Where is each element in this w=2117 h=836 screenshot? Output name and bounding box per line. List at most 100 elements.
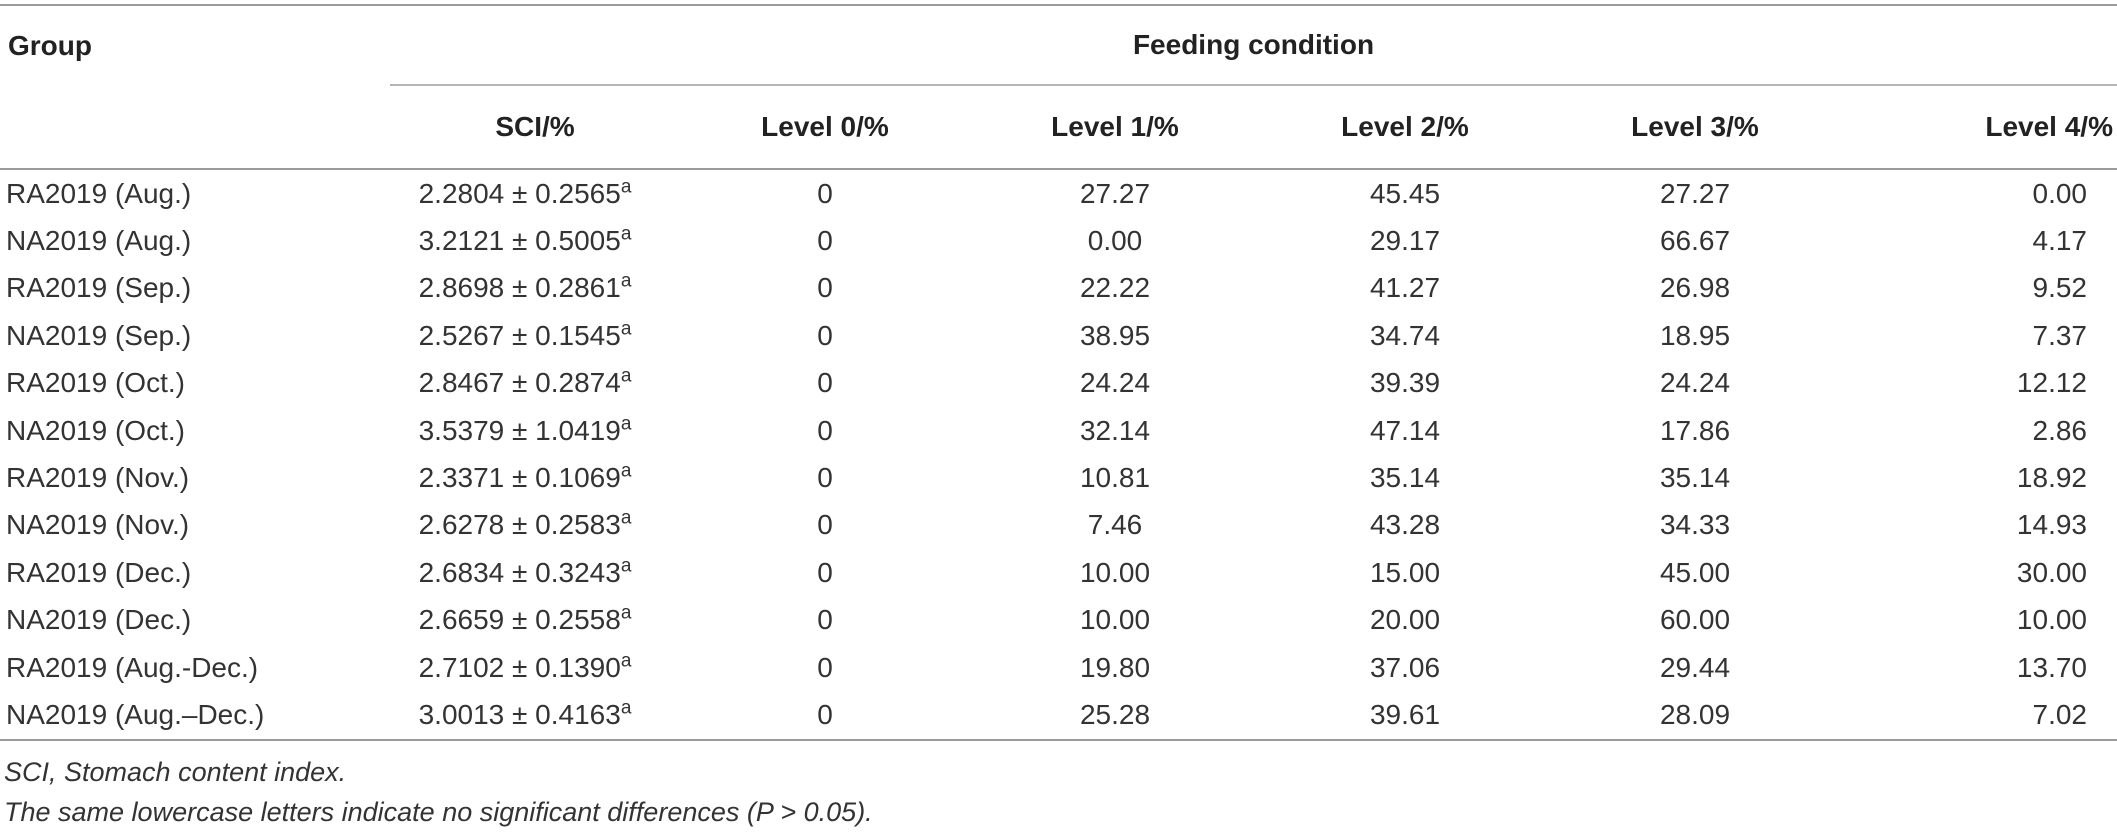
sci-cell: 2.6278 ± 0.2583a <box>390 502 680 549</box>
group-cell: NA2019 (Aug.–Dec.) <box>0 691 390 741</box>
feeding-condition-header: Feeding condition <box>390 4 2117 86</box>
table-row: NA2019 (Nov.) 2.6278 ± 0.2583a 0 7.46 43.28 3… <box>0 502 2117 549</box>
table-row: NA2019 (Aug.) 3.2121 ± 0.5005a 0 0.00 29.17 6… <box>0 217 2117 264</box>
group-cell: RA2019 (Nov.) <box>6 462 190 494</box>
table-row: NA2019 (Aug.–Dec.) 3.0013 ± 0.4163a 0 25.28… <box>0 691 2117 741</box>
significance-letter: a <box>620 602 632 624</box>
group-cell: RA2019 (Oct.) <box>6 367 185 399</box>
sci-cell: 2.6834 ± 0.3243a <box>390 549 680 596</box>
table-row: RA2019 (Oct.) 2.8467 ± 0.2874a 0 24.24 39.39… <box>0 360 2117 407</box>
level1-cell: 22.22 <box>1079 272 1151 304</box>
sci-cell: 3.0013 ± 0.4163a <box>390 691 680 741</box>
sci-cell: 2.3371 ± 0.1069a <box>390 454 680 501</box>
level4-cell: 18.92 <box>2016 462 2087 494</box>
table-row: RA2019 (Nov.) 2.3371 ± 0.1069a 0 10.81 35.14… <box>0 454 2117 501</box>
level4-header: Level 4/% <box>1840 85 2117 170</box>
level3-cell: 18.95 <box>1659 319 1731 351</box>
level3-cell: 60.00 <box>1659 604 1731 636</box>
level0-cell: 0 <box>817 177 833 209</box>
sci-cell: 2.8467 ± 0.2874a <box>390 360 680 407</box>
level4-cell: 12.12 <box>2016 367 2087 399</box>
level3-cell: 66.67 <box>1659 225 1731 257</box>
feeding-table: Group Feeding condition SCI/% Level 0/% … <box>0 4 2117 741</box>
level2-cell: 34.74 <box>1369 319 1441 351</box>
level1-cell: 32.14 <box>1079 414 1151 446</box>
table-row: RA2019 (Aug.) 2.2804 ± 0.2565a 0 27.27 45.45… <box>0 169 2117 217</box>
significance-letter: a <box>620 413 632 435</box>
level2-cell: 29.17 <box>1369 225 1441 257</box>
group-header: Group <box>0 4 390 85</box>
sci-value: 3.0013 ± 0.4163 <box>418 698 621 730</box>
level4-cell: 30.00 <box>2016 556 2087 588</box>
level3-cell: 24.24 <box>1659 367 1731 399</box>
level3-cell: 17.86 <box>1659 414 1731 446</box>
level0-cell: 0 <box>817 651 833 683</box>
table-row: RA2019 (Dec.) 2.6834 ± 0.3243a 0 10.00 15.00… <box>0 549 2117 596</box>
level3-cell: 35.14 <box>1659 462 1731 494</box>
level0-cell: 0 <box>817 272 833 304</box>
level4-cell: 4.17 <box>2032 225 2088 257</box>
sci-cell: 2.2804 ± 0.2565a <box>390 169 680 217</box>
level4-cell: 0.00 <box>2032 177 2088 209</box>
level0-cell: 0 <box>817 319 833 351</box>
header-row-2: SCI/% Level 0/% Level 1/% Level 2/% Leve… <box>0 85 2117 170</box>
group-cell: RA2019 (Sep.) <box>6 272 192 304</box>
level4-cell: 2.86 <box>2032 414 2088 446</box>
significance-letter: a <box>620 508 632 530</box>
header-row-1: Group Feeding condition <box>0 4 2117 86</box>
level1-cell: 10.00 <box>1079 556 1151 588</box>
level4-cell: 9.52 <box>2032 272 2088 304</box>
level4-cell: 14.93 <box>2016 509 2087 541</box>
sci-value: 2.7102 ± 0.1390 <box>418 651 621 683</box>
level2-header: Level 2/% <box>1260 85 1550 170</box>
level4-cell: 10.00 <box>2016 604 2087 636</box>
table-row: RA2019 (Aug.-Dec.) 2.7102 ± 0.1390a 0 19.80… <box>0 644 2117 691</box>
level0-cell: 0 <box>817 414 833 446</box>
significance-letter: a <box>620 271 632 293</box>
significance-letter: a <box>620 460 632 482</box>
sci-value: 2.3371 ± 0.1069 <box>418 462 621 494</box>
table-row: RA2019 (Sep.) 2.8698 ± 0.2861a 0 22.22 41.27… <box>0 265 2117 312</box>
level2-cell: 35.14 <box>1369 462 1441 494</box>
level2-cell: 39.39 <box>1369 367 1441 399</box>
level4-cell: 7.37 <box>2032 319 2088 351</box>
level0-cell: 0 <box>817 509 833 541</box>
level1-cell: 7.46 <box>1087 509 1143 541</box>
level3-header: Level 3/% <box>1550 85 1840 170</box>
sci-value: 2.6659 ± 0.2558 <box>418 604 621 636</box>
significance-letter: a <box>620 650 632 672</box>
level2-cell: 43.28 <box>1369 509 1441 541</box>
sci-value: 2.5267 ± 0.1545 <box>418 319 621 351</box>
significance-letter: a <box>620 176 632 198</box>
level1-cell: 25.28 <box>970 691 1260 741</box>
level3-cell: 26.98 <box>1659 272 1731 304</box>
level2-cell: 20.00 <box>1369 604 1441 636</box>
level4-cell: 7.02 <box>1840 691 2117 741</box>
group-cell: NA2019 (Oct.) <box>6 414 185 446</box>
level2-cell: 15.00 <box>1369 556 1441 588</box>
sci-value: 2.8467 ± 0.2874 <box>418 367 621 399</box>
level3-cell: 34.33 <box>1659 509 1731 541</box>
level2-cell: 41.27 <box>1369 272 1441 304</box>
significance-letter: a <box>620 697 632 719</box>
level0-header: Level 0/% <box>680 85 970 170</box>
sci-header: SCI/% <box>390 85 680 170</box>
level1-cell: 27.27 <box>1079 177 1151 209</box>
level1-cell: 10.00 <box>1079 604 1151 636</box>
level0-cell: 0 <box>817 604 833 636</box>
sci-value: 2.2804 ± 0.2565 <box>418 177 621 209</box>
level0-cell: 0 <box>817 367 833 399</box>
sci-value: 2.8698 ± 0.2861 <box>418 272 621 304</box>
level0-cell: 0 <box>817 225 833 257</box>
level4-cell: 13.70 <box>2016 651 2087 683</box>
sci-cell: 2.6659 ± 0.2558a <box>390 597 680 644</box>
level2-cell: 45.45 <box>1369 177 1441 209</box>
level1-cell: 24.24 <box>1079 367 1151 399</box>
level2-cell: 47.14 <box>1369 414 1441 446</box>
level3-cell: 28.09 <box>1550 691 1840 741</box>
sci-value: 2.6278 ± 0.2583 <box>418 509 621 541</box>
level0-cell: 0 <box>817 556 833 588</box>
level0-cell: 0 <box>680 691 970 741</box>
sci-cell: 3.2121 ± 0.5005a <box>390 217 680 264</box>
